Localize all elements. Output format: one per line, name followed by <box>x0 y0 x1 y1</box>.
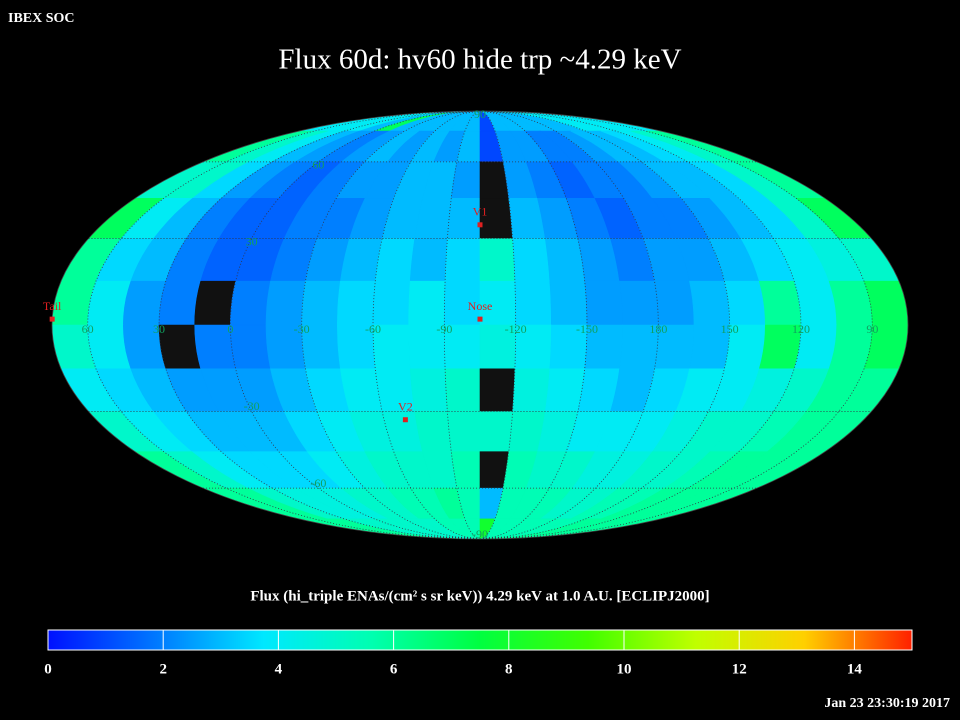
colorbar-label: Flux (hi_triple ENAs/(cm² s sr keV)) 4.2… <box>250 588 709 604</box>
map-cell <box>479 368 516 412</box>
map-cell <box>479 238 516 282</box>
lat-label: 60 <box>312 158 324 172</box>
colorbar: 0 2 4 6 8 10 12 14 <box>44 629 913 677</box>
marker-label: Tail <box>43 299 62 313</box>
meridian <box>301 110 481 540</box>
lon-label: 90 <box>866 322 878 336</box>
timestamp: Jan 23 23:30:19 2017 <box>824 696 950 711</box>
colorbar-tick-label: 4 <box>275 661 283 677</box>
colorbar-fill <box>47 629 913 651</box>
map-cell <box>479 411 513 453</box>
map-cell <box>301 280 341 326</box>
lat-label: 90 <box>474 107 486 121</box>
colorbar-tick-label: 8 <box>505 661 513 677</box>
meridian <box>87 110 481 540</box>
map-cell <box>229 324 271 370</box>
map-cell <box>444 368 481 412</box>
marker-label: Nose <box>468 299 493 313</box>
lon-label: 150 <box>721 322 739 336</box>
lat-label: -30 <box>244 399 260 413</box>
map-cell <box>158 280 202 326</box>
lat-label: 30 <box>246 234 258 248</box>
map-cell <box>336 280 376 326</box>
lon-label: -60 <box>365 322 381 336</box>
lat-label: -60 <box>310 476 326 490</box>
marker <box>402 417 408 423</box>
graticule <box>51 110 909 540</box>
map-cell <box>409 238 448 282</box>
lon-label: 120 <box>792 322 810 336</box>
lon-label: -30 <box>294 322 310 336</box>
map-cell <box>689 280 731 326</box>
map-cell <box>619 280 659 326</box>
chart-title: Flux 60d: hv60 hide trp ~4.29 keV <box>278 44 681 76</box>
map-cell <box>372 280 411 326</box>
meridian <box>479 110 802 540</box>
colorbar-tick-label: 14 <box>847 661 863 677</box>
map-cell <box>409 368 448 412</box>
map-cell <box>654 280 695 326</box>
map-cell <box>158 324 202 370</box>
map-cell <box>549 280 588 326</box>
map-cell <box>544 368 586 412</box>
map-cell <box>374 238 416 282</box>
marker-label: V1 <box>473 205 488 219</box>
lon-label: 30 <box>153 322 165 336</box>
map-cell <box>544 238 586 282</box>
marker <box>477 316 483 322</box>
colorbar-tick-label: 0 <box>44 661 52 677</box>
map-labels: 60 30 0 -30 -60 -90 -120 -150 180 150 120 90 90 60 30 -… <box>43 107 878 541</box>
map-cell <box>793 280 838 326</box>
colorbar-tick-label: 2 <box>159 661 167 677</box>
marker <box>477 222 483 228</box>
map-cell <box>724 280 766 326</box>
map-cell <box>447 411 481 453</box>
map-cells <box>52 111 908 539</box>
lon-label: 180 <box>649 322 667 336</box>
map-cell <box>512 238 551 282</box>
map-cell <box>514 280 552 326</box>
lon-label: 0 <box>227 322 233 336</box>
map-cell <box>408 280 446 326</box>
map-cell <box>584 280 624 326</box>
lon-label: -150 <box>576 322 598 336</box>
map-cell <box>229 280 271 326</box>
map-cell <box>265 280 306 326</box>
meridian <box>479 110 873 540</box>
meridian <box>479 110 659 540</box>
colorbar-tick-label: 12 <box>732 661 747 677</box>
map-cell <box>450 161 481 199</box>
colorbar-tick-label: 6 <box>390 661 398 677</box>
map-cell <box>194 280 236 326</box>
map-cell <box>512 368 551 412</box>
marker-label: V2 <box>398 399 413 413</box>
lon-label: 60 <box>82 322 94 336</box>
colorbar-tick-label: 10 <box>617 661 632 677</box>
lon-label: -120 <box>505 322 527 336</box>
lat-label: -90 <box>472 527 488 541</box>
header: IBEX SOC <box>8 11 75 26</box>
map-cell <box>758 280 802 326</box>
lon-label: -90 <box>436 322 452 336</box>
map-cell <box>444 238 481 282</box>
marker <box>49 316 55 322</box>
